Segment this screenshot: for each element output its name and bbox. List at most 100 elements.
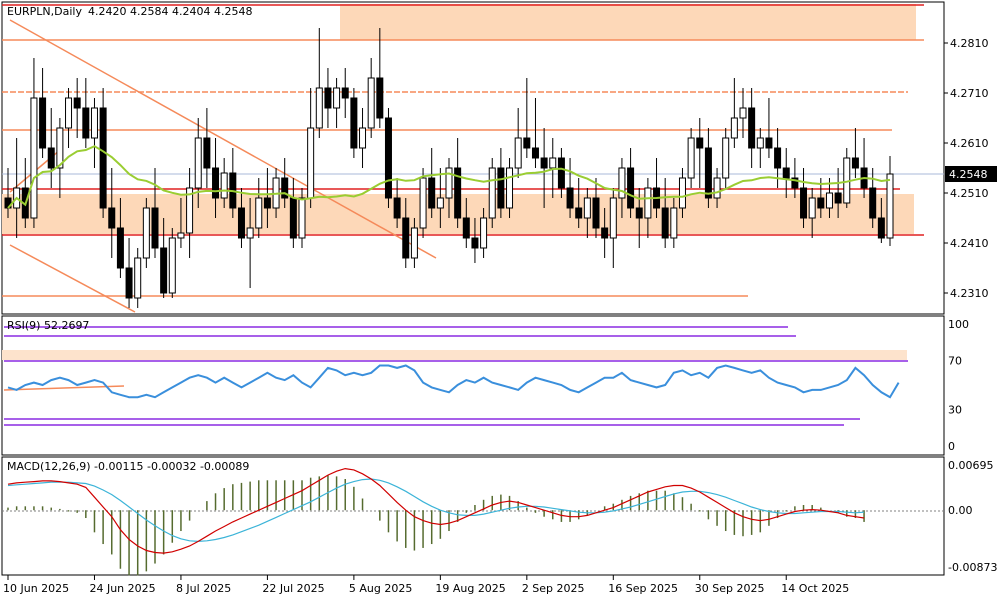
candle-body xyxy=(877,217,885,239)
date-tick-label: 2 Sep 2025 xyxy=(522,582,585,595)
candle-body xyxy=(514,137,522,169)
candle-body xyxy=(134,257,142,299)
ohlc-readout: 4.2420 4.2584 4.2404 4.2548 xyxy=(88,5,252,18)
candle-body xyxy=(800,187,808,219)
candle-body xyxy=(90,107,98,139)
candle-body xyxy=(765,137,773,149)
candle-body xyxy=(186,187,194,234)
candle-body xyxy=(82,107,90,139)
macd-label: MACD(12,26,9) -0.00115 -0.00032 -0.00089 xyxy=(7,460,249,473)
date-tick-label: 16 Sep 2025 xyxy=(608,582,678,595)
rsi-line xyxy=(7,364,900,399)
candle-body xyxy=(220,172,228,199)
candle-body xyxy=(445,167,453,199)
candle-body xyxy=(506,167,514,209)
candle-body xyxy=(609,197,617,239)
candle-body xyxy=(454,167,462,219)
moving-average xyxy=(7,145,891,209)
candle-body xyxy=(160,247,168,294)
price-tick-label: 4.2410 xyxy=(950,237,989,250)
candle-body xyxy=(471,237,479,249)
candle-body xyxy=(687,137,695,179)
candle-body xyxy=(774,147,782,169)
rsi-label: RSI(9) 52.2697 xyxy=(7,319,89,332)
candle-body xyxy=(56,127,64,169)
candle-body xyxy=(497,167,505,209)
macd-tick-label: 0.00 xyxy=(948,504,973,517)
candle-body xyxy=(333,87,341,109)
trendline xyxy=(9,244,136,313)
candle-body xyxy=(108,207,116,229)
date-axis: 10 Jun 2025 24 Jun 2025 8 Jul 2025 22 Jul 2… xyxy=(3,575,849,595)
date-tick-label: 10 Jun 2025 xyxy=(3,582,69,595)
candle-body xyxy=(410,227,418,259)
candle-body xyxy=(583,197,591,219)
candles xyxy=(4,28,894,308)
candle-body xyxy=(376,77,384,119)
date-tick-label: 24 Jun 2025 xyxy=(89,582,155,595)
candle-body xyxy=(402,217,410,259)
date-tick-label: 19 Aug 2025 xyxy=(435,582,505,595)
price-tick-label: 4.2710 xyxy=(950,87,989,100)
candle-body xyxy=(704,147,712,199)
candle-body xyxy=(462,217,470,239)
macd-axis: 0.00695 0.00 -0.00873 xyxy=(948,459,997,574)
candle-body xyxy=(384,117,392,199)
candle-body xyxy=(419,177,427,229)
rsi-axis: 100 70 30 0 xyxy=(948,318,969,453)
candle-body xyxy=(713,177,721,199)
price-tick-label: 4.2510 xyxy=(950,187,989,200)
candle-body xyxy=(73,97,81,109)
candle-body xyxy=(341,87,349,99)
candle-body xyxy=(782,167,790,179)
price-panel-frame xyxy=(1,1,945,315)
candle-body xyxy=(627,167,635,209)
rsi-tick-label: 30 xyxy=(948,403,962,416)
candle-body xyxy=(281,177,289,199)
candle-body xyxy=(142,207,150,259)
candle-body xyxy=(30,97,38,219)
price-tick-label: 4.2810 xyxy=(950,37,989,50)
candle-body xyxy=(817,197,825,209)
candle-body xyxy=(393,197,401,219)
candle-body xyxy=(531,147,539,159)
date-tick-label: 22 Jul 2025 xyxy=(262,582,324,595)
macd-tick-label: -0.00873 xyxy=(948,561,997,574)
candle-body xyxy=(557,157,565,189)
candle-body xyxy=(350,97,358,149)
candle-body xyxy=(566,187,574,209)
current-price-tag xyxy=(945,166,997,182)
price-axis: 4.2810 4.2710 4.2610 4.2510 4.2410 4.2310 xyxy=(944,37,989,300)
candle-body xyxy=(367,77,375,129)
candle-body xyxy=(886,173,894,239)
candle-body xyxy=(722,137,730,179)
candle-body xyxy=(851,157,859,169)
candle-body xyxy=(756,137,764,149)
candle-body xyxy=(307,127,315,199)
candle-body xyxy=(540,157,548,169)
candle-body xyxy=(748,107,756,149)
candle-body xyxy=(151,207,159,249)
macd-series xyxy=(7,467,865,576)
candle-body xyxy=(65,97,73,129)
candle-body xyxy=(825,192,833,209)
candle-body xyxy=(661,207,669,239)
rsi-series xyxy=(7,364,900,399)
candle-body xyxy=(99,107,107,209)
candle-body xyxy=(678,177,686,209)
candle-body xyxy=(168,237,176,294)
candle-body xyxy=(575,207,583,219)
candle-body xyxy=(116,227,124,269)
candle-body xyxy=(263,197,271,209)
candle-body xyxy=(246,227,254,239)
symbol-timeframe: EURPLN,Daily xyxy=(7,5,82,18)
candle-body xyxy=(39,97,47,149)
candle-body xyxy=(644,187,652,219)
candle-body xyxy=(670,207,678,239)
price-tick-label: 4.2310 xyxy=(950,287,989,300)
rsi-tick-label: 0 xyxy=(948,440,955,453)
rsi-tick-label: 100 xyxy=(948,318,969,331)
candle-body xyxy=(237,207,245,239)
date-tick-label: 8 Jul 2025 xyxy=(176,582,231,595)
